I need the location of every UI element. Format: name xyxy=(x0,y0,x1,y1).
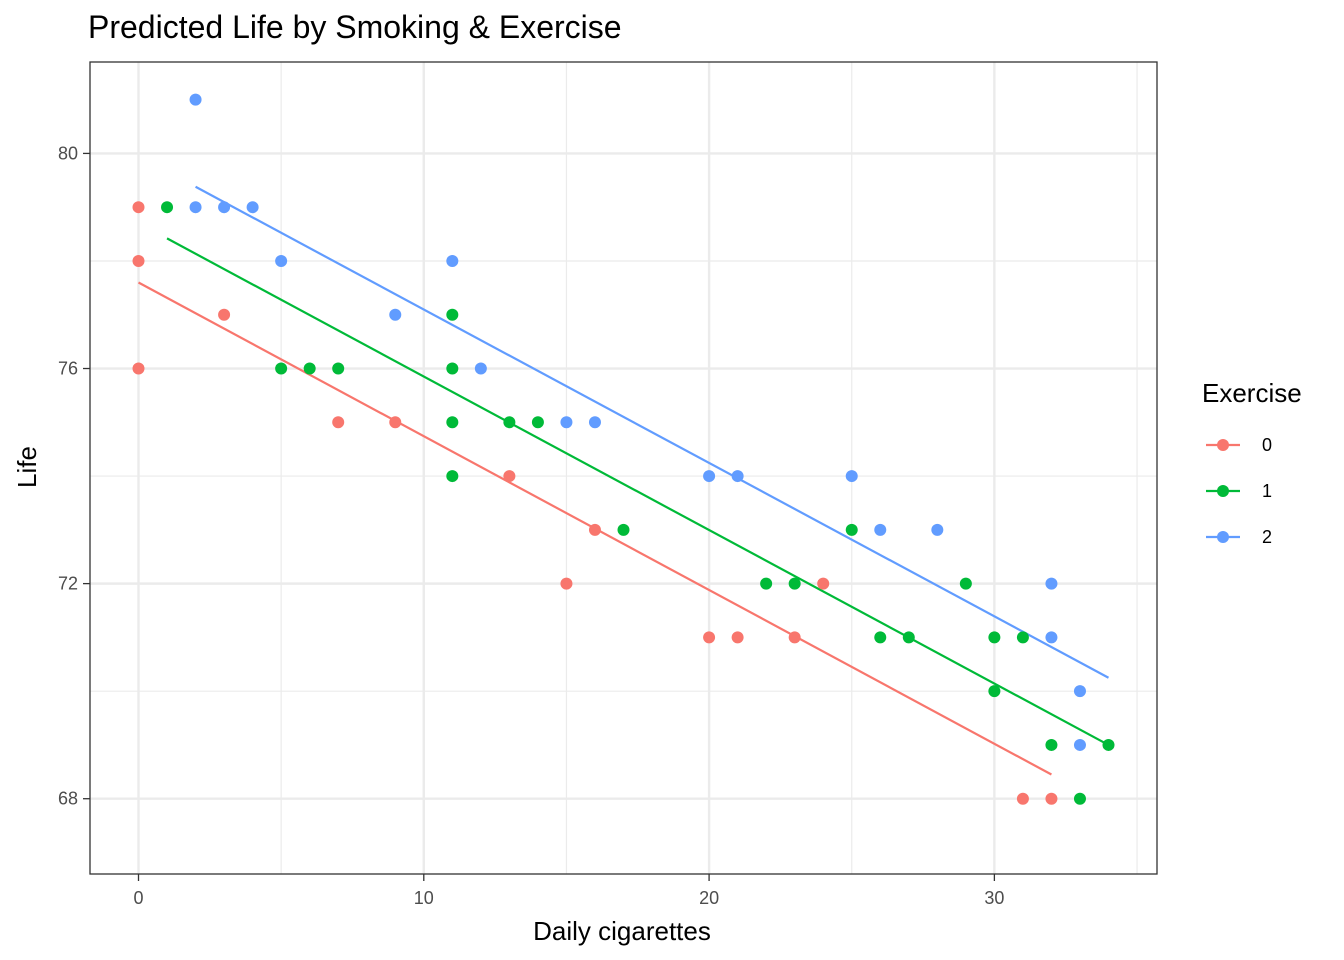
grid-lines xyxy=(90,62,1157,874)
data-point-exercise-1 xyxy=(303,362,316,375)
legend-key-point-1 xyxy=(1217,485,1229,497)
plot-frame xyxy=(89,61,1158,875)
data-point-exercise-0 xyxy=(389,416,402,429)
data-point-exercise-2 xyxy=(874,523,887,536)
fit-line-exercise-2 xyxy=(195,185,1110,679)
legend-label: 1 xyxy=(1262,481,1272,501)
data-point-exercise-1 xyxy=(446,416,459,429)
plot-border xyxy=(89,61,1158,875)
y-tick-label: 68 xyxy=(58,789,78,809)
data-point-exercise-0 xyxy=(132,201,145,214)
data-point-exercise-2 xyxy=(189,93,202,106)
y-axis-title: Life xyxy=(12,446,42,488)
data-points xyxy=(132,93,1115,805)
data-point-exercise-1 xyxy=(1045,738,1058,751)
data-point-exercise-2 xyxy=(246,201,259,214)
data-point-exercise-1 xyxy=(161,201,174,214)
axes: 0 10 20 30 68 72 76 80 xyxy=(58,143,1004,908)
data-point-exercise-0 xyxy=(588,523,601,536)
data-point-exercise-1 xyxy=(332,362,345,375)
data-point-exercise-0 xyxy=(731,631,744,644)
data-point-exercise-2 xyxy=(189,201,202,214)
data-point-exercise-1 xyxy=(275,362,288,375)
data-point-exercise-2 xyxy=(389,308,402,321)
data-point-exercise-1 xyxy=(959,577,972,590)
plot-background xyxy=(90,62,1157,874)
data-point-exercise-1 xyxy=(988,685,1001,698)
x-tick-label: 30 xyxy=(984,888,1004,908)
data-point-exercise-0 xyxy=(1045,792,1058,805)
fit-line-exercise-1 xyxy=(166,237,1110,746)
data-point-exercise-1 xyxy=(446,308,459,321)
data-point-exercise-0 xyxy=(332,416,345,429)
data-point-exercise-2 xyxy=(1073,685,1086,698)
data-point-exercise-2 xyxy=(588,416,601,429)
x-tick-label: 20 xyxy=(699,888,719,908)
data-point-exercise-0 xyxy=(560,577,573,590)
data-point-exercise-0 xyxy=(1016,792,1029,805)
plot-panel xyxy=(90,62,1157,874)
data-point-exercise-1 xyxy=(1073,792,1086,805)
data-point-exercise-0 xyxy=(788,631,801,644)
data-point-exercise-1 xyxy=(1016,631,1029,644)
data-point-exercise-0 xyxy=(132,362,145,375)
data-point-exercise-2 xyxy=(474,362,487,375)
data-point-exercise-0 xyxy=(703,631,716,644)
data-point-exercise-0 xyxy=(817,577,830,590)
data-point-exercise-0 xyxy=(132,254,145,267)
data-point-exercise-2 xyxy=(931,523,944,536)
data-point-exercise-2 xyxy=(275,254,288,267)
legend-title: Exercise xyxy=(1202,378,1302,408)
y-tick-label: 76 xyxy=(58,359,78,379)
chart-title: Predicted Life by Smoking & Exercise xyxy=(88,9,622,45)
legend-key-point-2 xyxy=(1217,531,1229,543)
data-point-exercise-1 xyxy=(902,631,915,644)
data-point-exercise-1 xyxy=(760,577,773,590)
data-point-exercise-1 xyxy=(1102,738,1115,751)
data-point-exercise-1 xyxy=(531,416,544,429)
x-tick-label: 10 xyxy=(414,888,434,908)
legend-label: 0 xyxy=(1262,435,1272,455)
y-tick-label: 80 xyxy=(58,143,78,163)
data-point-exercise-2 xyxy=(703,470,716,483)
x-axis-title: Daily cigarettes xyxy=(533,916,711,946)
data-point-exercise-0 xyxy=(503,470,516,483)
legend-key-point-0 xyxy=(1217,439,1229,451)
data-point-exercise-1 xyxy=(845,523,858,536)
legend: 0 1 2 xyxy=(1206,435,1272,547)
data-point-exercise-1 xyxy=(617,523,630,536)
y-tick-label: 72 xyxy=(58,574,78,594)
data-point-exercise-2 xyxy=(1045,631,1058,644)
data-point-exercise-1 xyxy=(788,577,801,590)
data-point-exercise-2 xyxy=(446,254,459,267)
x-tick-label: 0 xyxy=(133,888,143,908)
legend-label: 2 xyxy=(1262,527,1272,547)
data-point-exercise-2 xyxy=(845,470,858,483)
data-point-exercise-1 xyxy=(503,416,516,429)
data-point-exercise-1 xyxy=(874,631,887,644)
data-point-exercise-2 xyxy=(1073,738,1086,751)
data-point-exercise-2 xyxy=(560,416,573,429)
data-point-exercise-2 xyxy=(731,470,744,483)
data-point-exercise-1 xyxy=(446,362,459,375)
data-point-exercise-1 xyxy=(446,470,459,483)
data-point-exercise-2 xyxy=(218,201,231,214)
data-point-exercise-2 xyxy=(1045,577,1058,590)
data-point-exercise-1 xyxy=(988,631,1001,644)
data-point-exercise-0 xyxy=(218,308,231,321)
